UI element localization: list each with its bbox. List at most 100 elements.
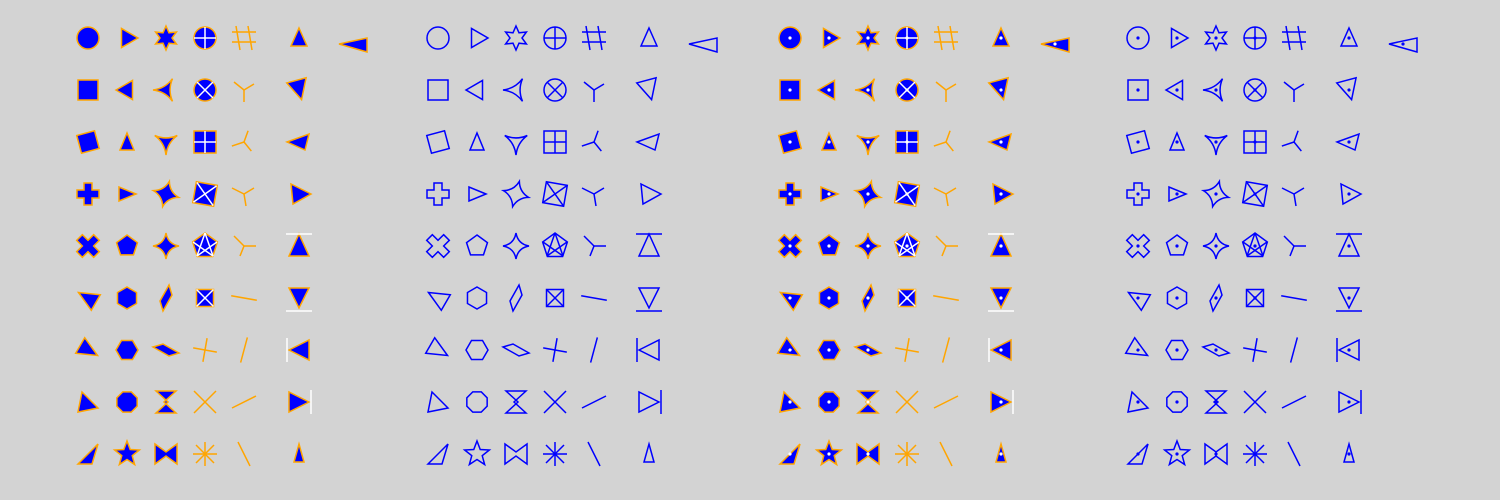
marker-line [1285, 25, 1291, 51]
marker-shape [284, 132, 311, 152]
marker-caret-wide-left [688, 37, 718, 53]
center-dot [1253, 36, 1257, 40]
marker-triangle-up-right [778, 443, 801, 465]
marker-caret-left [986, 132, 1013, 152]
marker-shape [466, 391, 488, 413]
marker-caret-right [290, 182, 313, 206]
marker-shape [688, 37, 718, 53]
marker-triangle-down-left [464, 79, 484, 101]
center-dot [788, 452, 792, 456]
marker-pentagon-x [893, 232, 921, 258]
marker-triangle-left [1126, 291, 1152, 312]
marker-caret-down [987, 76, 1010, 102]
marker-shape [1243, 78, 1267, 102]
marker-line [195, 288, 215, 308]
marker-line [231, 295, 257, 301]
center-dot [1214, 192, 1218, 196]
center-dot [827, 88, 831, 92]
marker-tri-down [935, 81, 957, 102]
center-dot [1214, 452, 1218, 456]
center-dot [1214, 296, 1218, 300]
marker-tri-left [1281, 187, 1305, 207]
marker-square-plus [1243, 130, 1267, 154]
marker-pentagon [115, 234, 139, 256]
marker-tri-up [581, 130, 602, 152]
marker-line [231, 141, 245, 147]
marker-shape [76, 443, 99, 465]
marker-shape [287, 232, 311, 257]
marker-triangle-down-left [1164, 79, 1184, 101]
marker-caret-right [992, 182, 1015, 206]
marker-shape [541, 180, 569, 208]
marker-line [941, 245, 947, 257]
marker-shape [285, 76, 308, 102]
center-dot [866, 88, 870, 92]
marker-square [779, 79, 801, 101]
marker-line [897, 444, 917, 464]
marker-shape [470, 27, 490, 49]
marker-shape [639, 26, 659, 47]
marker-shape [1162, 438, 1192, 467]
marker-shape [465, 339, 489, 361]
marker-shape [502, 78, 524, 102]
marker-circle [76, 26, 100, 50]
marker-line [937, 25, 943, 51]
center-dot [827, 36, 831, 40]
marker-square-plus [193, 130, 217, 154]
center-dot [827, 192, 831, 196]
marker-line [243, 193, 247, 207]
marker-line [898, 232, 908, 257]
marker-hexagon-alt [115, 339, 139, 361]
marker-slash [1281, 395, 1307, 409]
marker-shape [1202, 78, 1224, 102]
center-dot [999, 400, 1003, 404]
marker-shape [75, 233, 101, 259]
marker-triangle-right [424, 336, 450, 357]
marker-x-filled [777, 233, 803, 259]
marker-shape [112, 438, 142, 467]
center-dot [1175, 192, 1179, 196]
marker-line [546, 241, 568, 257]
marker-thin-diamond [509, 283, 523, 313]
center-dot [1136, 192, 1140, 196]
marker-shape [1124, 336, 1150, 357]
marker-hexagon [818, 286, 840, 310]
marker-asterisk [1243, 442, 1267, 466]
marker-hexagon [116, 286, 138, 310]
marker-triangle-right [776, 336, 802, 357]
marker-line [1281, 395, 1307, 409]
marker-shape [425, 129, 451, 155]
marker-triangle-right-small [1168, 185, 1188, 203]
marker-line [1293, 193, 1297, 207]
marker-triangle-right-rot [822, 27, 842, 49]
marker-circle-x [543, 78, 567, 102]
marker-line [933, 187, 947, 195]
center-dot [1347, 244, 1351, 248]
marker-line [554, 232, 564, 257]
marker-shape [424, 336, 450, 357]
marker-wide-diamond [1201, 343, 1231, 357]
marker-shape [987, 76, 1010, 102]
marker-shape [1166, 286, 1188, 310]
marker-shape [643, 441, 655, 463]
marker-shape [504, 24, 528, 52]
marker-shape [1164, 79, 1184, 101]
marker-star [112, 438, 142, 467]
marker-shape [1337, 232, 1361, 257]
marker-caret-down [1335, 76, 1358, 102]
marker-star [814, 438, 844, 467]
marker-shape [120, 27, 140, 49]
center-dot [788, 244, 792, 248]
marker-plus-filled [1126, 182, 1150, 206]
marker-backslash [939, 441, 953, 467]
marker-shape [76, 291, 102, 312]
center-dot [1214, 244, 1218, 248]
marker-caret-wide-left [338, 37, 368, 53]
marker-triangle-right [74, 336, 100, 357]
center-dot [1253, 140, 1257, 144]
marker-shape [468, 131, 486, 151]
marker-caret-down-base [286, 287, 312, 312]
marker-shape [504, 442, 528, 466]
marker-backslash [237, 441, 251, 467]
marker-triangle-right-small [468, 185, 488, 203]
